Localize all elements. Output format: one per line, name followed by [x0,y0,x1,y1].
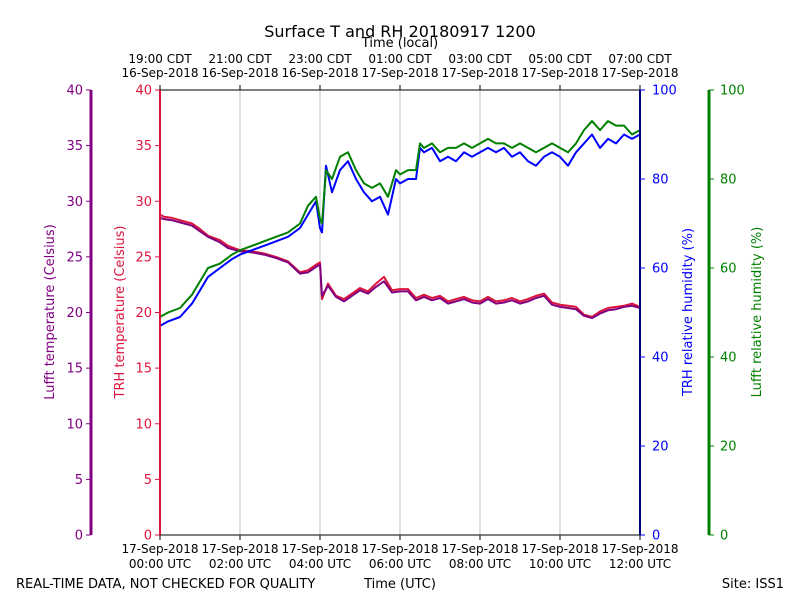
axis-label-trh_rh: TRH relative humidity (%) [681,228,696,397]
trh-rh-tick-label: 0 [652,529,660,544]
trh-temp-tick-label: 30 [135,195,152,210]
bottom-tick-date: 17-Sep-2018 [201,542,278,556]
bottom-tick-date: 17-Sep-2018 [441,542,518,556]
top-tick-time: 05:00 CDT [528,52,592,66]
bottom-tick-time: 00:00 UTC [129,557,191,571]
series-line-trh_rh [159,133,641,327]
bottom-tick-time: 12:00 UTC [609,557,671,571]
axis-label-lufft_temp: Lufft temperature (Celsius) [43,224,58,400]
bottom-tick-date: 17-Sep-2018 [601,542,678,556]
lufft-temp-tick-label: 35 [66,139,83,154]
bottom-tick-date: 17-Sep-2018 [521,542,598,556]
bottom-tick-time: 02:00 UTC [209,557,271,571]
footer-quality-note: REAL-TIME DATA, NOT CHECKED FOR QUALITY [16,577,315,592]
lufft-rh-tick-label: 60 [720,262,737,277]
trh-rh-tick-label: 60 [652,262,669,277]
series-line-lufft_rh [159,120,641,318]
top-tick-date: 16-Sep-2018 [121,66,198,80]
bottom-tick-date: 17-Sep-2018 [361,542,438,556]
top-tick-time: 07:00 CDT [608,52,672,66]
lufft-rh-tick-label: 80 [720,173,737,188]
axis-label-lufft_rh: Lufft relative humidity (%) [750,227,765,398]
bottom-tick-time: 08:00 UTC [449,557,511,571]
top-tick-time: 19:00 CDT [128,52,192,66]
top-tick-time: 03:00 CDT [448,52,512,66]
lufft-rh-tick-label: 100 [720,84,745,99]
top-tick-date: 17-Sep-2018 [361,66,438,80]
top-tick-date: 17-Sep-2018 [601,66,678,80]
top-tick-date: 16-Sep-2018 [201,66,278,80]
lufft-temp-tick-label: 5 [75,473,83,488]
x-axis-label: Time (UTC) [363,577,436,592]
trh-rh-tick-label: 80 [652,173,669,188]
top-tick-time: 01:00 CDT [368,52,432,66]
trh-rh-tick-label: 100 [652,84,677,99]
trh-temp-tick-label: 0 [144,529,152,544]
lufft-temp-tick-label: 40 [66,84,83,99]
lufft-rh-tick-label: 0 [720,529,728,544]
trh-temp-tick-label: 10 [135,417,152,432]
top-tick-time: 21:00 CDT [208,52,272,66]
top-tick-date: 17-Sep-2018 [441,66,518,80]
lufft-temp-tick-label: 10 [66,417,83,432]
lufft-rh-tick-label: 40 [720,351,737,366]
top-tick-date: 17-Sep-2018 [521,66,598,80]
trh-temp-tick-label: 35 [135,139,152,154]
lufft-temp-tick-label: 20 [66,306,83,321]
lufft-temp-tick-label: 0 [75,529,83,544]
trh-temp-tick-label: 40 [135,84,152,99]
trh-rh-tick-label: 40 [652,351,669,366]
x-gridlines [239,90,561,535]
trh-temp-tick-label: 25 [135,250,152,265]
trh-rh-tick-label: 20 [652,440,669,455]
plot-series [159,120,641,327]
lufft-rh-tick-label: 20 [720,440,737,455]
lufft-temp-tick-label: 15 [66,362,83,377]
top-tick-time: 23:00 CDT [288,52,352,66]
bottom-tick-date: 17-Sep-2018 [281,542,358,556]
tick-labels: 0 0 5 5 10 10 15 15 20 20 25 25 30 30 35 35 40 40 0 0 20 20 40… [43,52,765,571]
trh-temp-tick-label: 5 [144,473,152,488]
bottom-tick-time: 04:00 UTC [289,557,351,571]
trh-temp-tick-label: 20 [135,306,152,321]
top-tick-date: 16-Sep-2018 [281,66,358,80]
bottom-tick-time: 06:00 UTC [369,557,431,571]
bottom-tick-date: 17-Sep-2018 [121,542,198,556]
bottom-tick-time: 10:00 UTC [529,557,591,571]
lufft-temp-tick-label: 25 [66,250,83,265]
lufft-temp-tick-label: 30 [66,195,83,210]
site-label: Site: ISS1 [722,577,784,592]
top-axis-label: Time (local) [361,36,438,51]
chart-title: Surface T and RH 20180917 1200 [264,22,536,41]
axis-label-trh_temp: TRH temperature (Celsius) [113,226,128,400]
trh-temp-tick-label: 15 [135,362,152,377]
